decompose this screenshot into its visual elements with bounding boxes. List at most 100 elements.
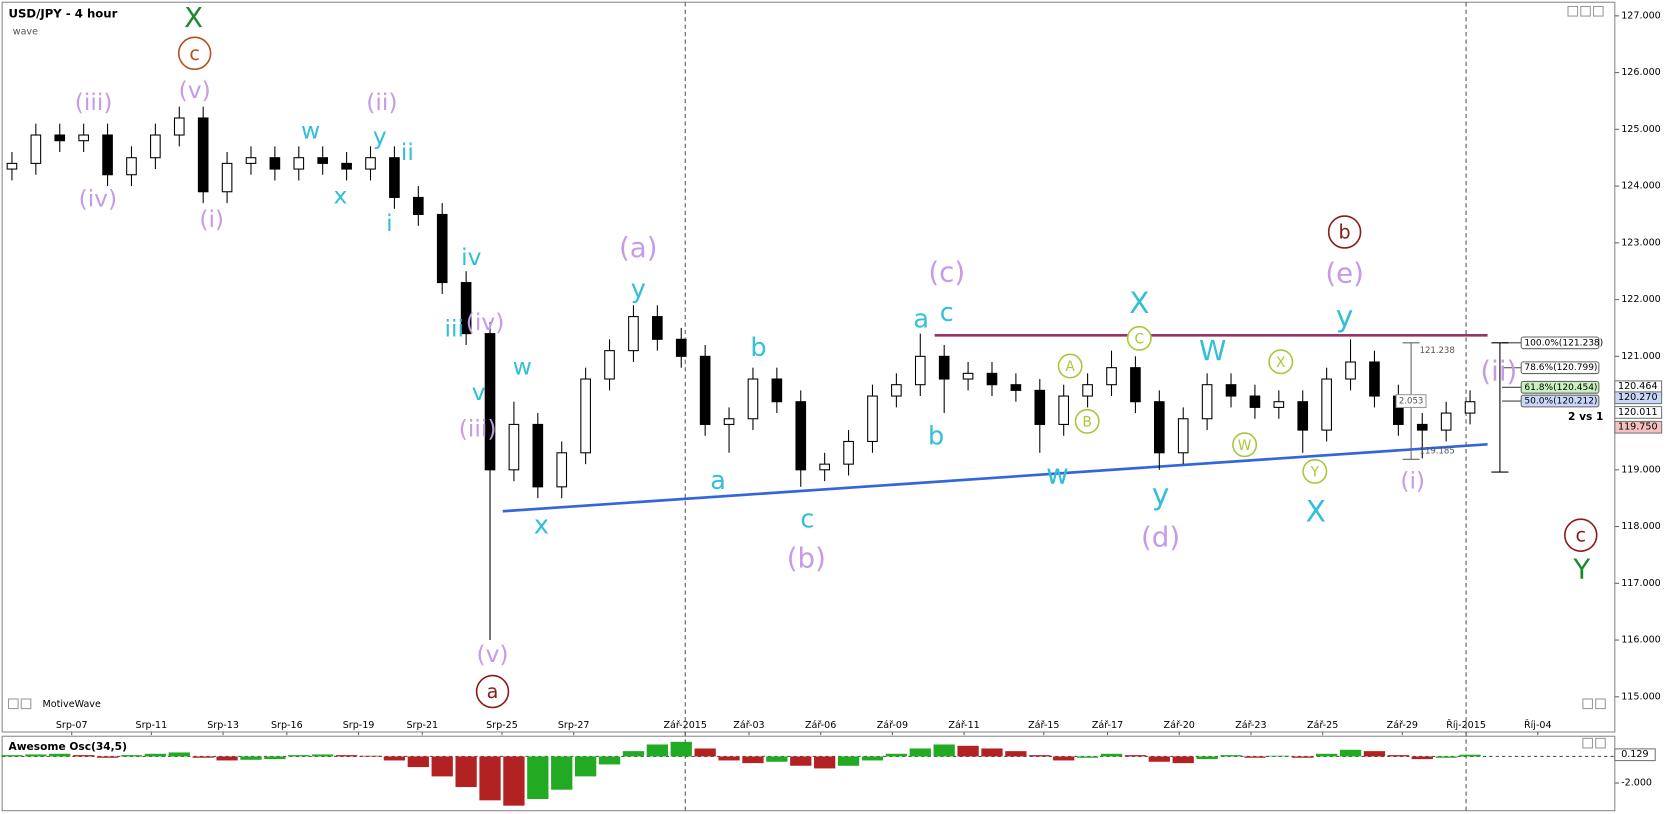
candle-body: [628, 316, 639, 352]
control-button[interactable]: [1580, 5, 1591, 17]
wave-label: Y: [1310, 464, 1320, 480]
candle-body: [699, 355, 711, 425]
oscillator-bar: [622, 751, 645, 757]
oscillator-bar: [1005, 751, 1027, 757]
measure-high-label: 121.238: [1420, 346, 1455, 356]
candle-body: [1058, 395, 1070, 425]
oscillator-bar: [455, 756, 477, 788]
oscillator-bar: [1244, 756, 1266, 758]
y-tick-label: 127.000: [1621, 10, 1661, 21]
oscillator-bar: [216, 756, 238, 761]
candle-body: [365, 157, 376, 170]
oscillator-bar: [407, 756, 429, 768]
oscillator-bar: [574, 756, 597, 777]
oscillator-bar: [1363, 751, 1386, 757]
control-button[interactable]: [1595, 698, 1606, 710]
oscillator-bar: [96, 756, 119, 758]
wave-label: (iii): [459, 414, 497, 442]
oscillator-bar: [120, 755, 143, 757]
candle-body: [173, 117, 185, 136]
oscillator-bar: [1, 755, 23, 757]
candle-body: [341, 162, 352, 170]
wave-label: X: [1306, 494, 1326, 529]
wave-label: (ii): [366, 88, 397, 116]
oscillator-bar: [168, 752, 190, 757]
measure-range-box: [1395, 394, 1427, 408]
wave-label: w: [1046, 458, 1069, 491]
oscillator-bar: [1220, 755, 1242, 757]
candle-body: [747, 378, 759, 420]
control-button[interactable]: [1567, 5, 1579, 17]
price-tag: 120.270: [1618, 392, 1658, 403]
x-tick-label: Srp-16: [271, 720, 303, 731]
wave-label: X: [1129, 286, 1149, 321]
candle-body: [1416, 423, 1428, 431]
wave-label: y: [373, 122, 387, 150]
candle-body: [1297, 401, 1309, 431]
fib-label: 50.0%(120.212): [1524, 397, 1597, 407]
x-tick-label: Srp-13: [207, 720, 239, 731]
x-tick-label: Srp-27: [558, 720, 590, 731]
oscillator-bar: [694, 748, 716, 757]
control-button[interactable]: [1582, 737, 1594, 749]
control-button[interactable]: [20, 698, 32, 710]
wave-label: (b): [787, 542, 826, 575]
y-tick-label: 116.000: [1621, 635, 1661, 646]
oscillator-bar: [1076, 756, 1099, 758]
fib-label-box: [1520, 336, 1600, 350]
oscillator-bar: [288, 755, 310, 757]
wave-label-circle: [1268, 349, 1294, 375]
control-button[interactable]: [1593, 5, 1604, 17]
oscillator-bar: [1124, 755, 1147, 757]
wave-label: a: [487, 680, 499, 703]
x-tick-label: Zář-29: [1387, 720, 1418, 731]
wave-label: (e): [1325, 257, 1364, 290]
candle-body: [197, 117, 209, 193]
fib-label: 78.6%(120.799): [1524, 363, 1597, 373]
oscillator-bar: [527, 756, 549, 800]
oscillator-bar: [885, 753, 908, 757]
y-tick-label: 125.000: [1621, 124, 1661, 135]
x-tick-label: Zář-09: [877, 720, 908, 731]
wave-label: a: [913, 304, 929, 334]
wave-label: Y: [1572, 552, 1590, 585]
y-tick-label: 118.000: [1621, 521, 1661, 532]
oscillator-bar: [359, 755, 382, 757]
wave-label: (d): [1141, 520, 1180, 553]
control-button[interactable]: [1595, 737, 1606, 749]
wave-label: b: [1339, 221, 1351, 244]
candle-body: [1177, 418, 1189, 454]
candle-body: [221, 162, 233, 193]
x-tick-label: Srp-11: [136, 720, 168, 731]
control-button[interactable]: [7, 698, 19, 710]
oscillator-tick-label: -2.000: [1621, 778, 1652, 789]
candle-body: [1464, 401, 1476, 414]
oscillator-bar: [503, 756, 525, 806]
fib-label-box: [1520, 380, 1600, 394]
wave-label: y: [1336, 300, 1354, 335]
candle-body: [389, 157, 400, 198]
oscillator-bar: [1172, 756, 1194, 764]
x-tick-label: Zář-20: [1164, 720, 1195, 731]
control-button[interactable]: [1582, 698, 1594, 710]
x-tick-label: Zář-15: [1028, 720, 1059, 731]
wave-label-circle: [177, 36, 212, 71]
wave-label: c: [1576, 524, 1587, 547]
candle-body: [1201, 384, 1213, 420]
oscillator-bar: [1196, 756, 1218, 760]
wave-label: x: [534, 511, 549, 541]
x-tick-label: Zář-23: [1235, 720, 1266, 731]
wave-label: (a): [619, 231, 658, 264]
wave-label: (ii): [1480, 354, 1517, 387]
oscillator-bar: [49, 753, 71, 757]
candle-body: [1130, 367, 1141, 403]
wave-label-circle: [1302, 458, 1328, 484]
oscillator-bar: [1029, 755, 1051, 757]
candle-body: [508, 423, 520, 471]
candle-body: [532, 423, 544, 488]
window-controls[interactable]: [7, 5, 1606, 749]
candle-body: [245, 157, 257, 164]
wave-label: a: [710, 466, 726, 496]
candle-body: [484, 333, 496, 471]
